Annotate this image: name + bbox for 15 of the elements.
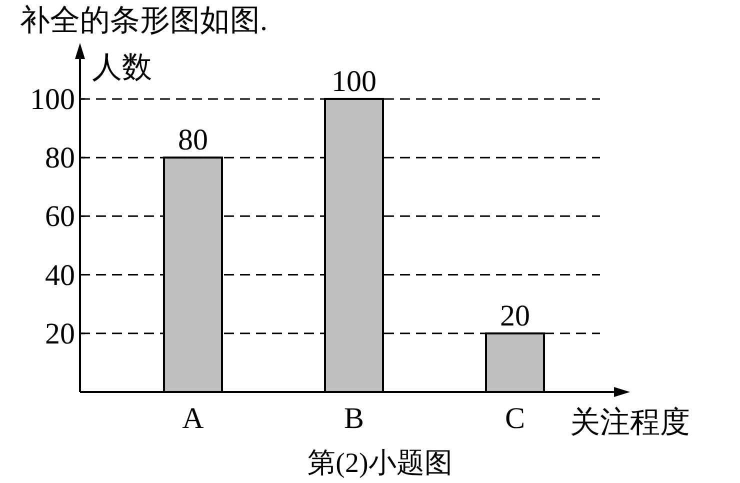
xtick: A (182, 402, 204, 435)
ytick: 80 (45, 142, 75, 175)
ytick: 100 (30, 82, 75, 116)
title: 补全的条形图如图. (20, 4, 268, 37)
ylabel: 人数 (92, 51, 152, 84)
ytick: 60 (45, 200, 75, 234)
data-label: 100 (332, 64, 376, 98)
data-label: 80 (178, 124, 208, 157)
xtick: B (344, 402, 364, 435)
xtick: C (505, 402, 525, 435)
ytick: 40 (45, 258, 75, 292)
data-label: 20 (500, 299, 530, 332)
ytick: 20 (45, 317, 75, 350)
xlabel: 关注程度 (570, 406, 690, 439)
annotation: 第(2)小题图 (308, 448, 452, 479)
